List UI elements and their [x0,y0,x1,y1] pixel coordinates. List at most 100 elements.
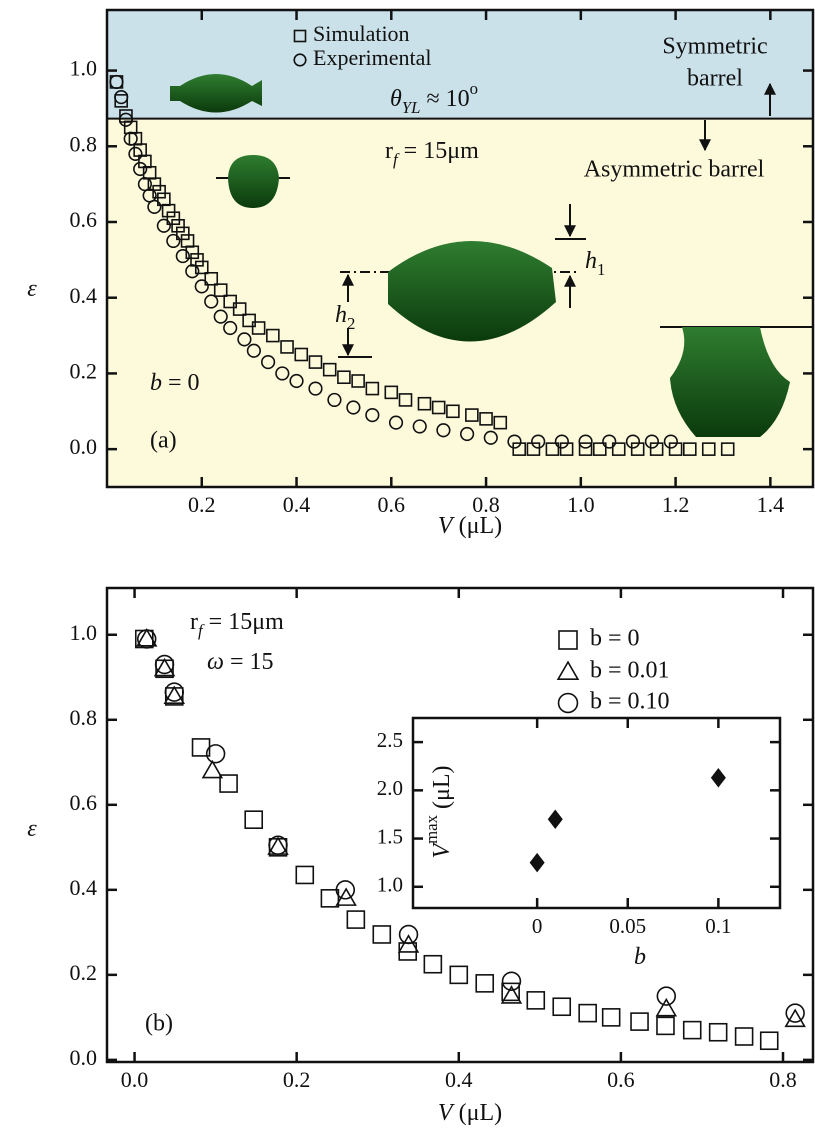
omega-label-part: = 15 [224,649,274,675]
x-axis-label-part: b [634,944,646,970]
y-tick-label: 1.0 [70,56,98,81]
h2-label-part: h [335,302,347,328]
y-tick-label: 0.2 [70,960,98,985]
marker-square [559,442,574,456]
fiber-radius-part: r [190,609,198,635]
y-axis-label-part: V [429,842,455,859]
marker-square [465,408,479,422]
marker-circle [460,426,475,442]
marker-square [190,253,204,267]
h2-label-part: 2 [347,314,355,333]
y-tick-label: 0.6 [70,790,98,815]
marker-triangle [163,685,186,705]
marker-circle [625,434,641,449]
marker-square [322,362,337,377]
annotation: Asymmetric barrel [584,157,765,183]
marker-circle [785,1003,805,1023]
legend-label: Experimental [313,45,432,70]
marker-square [592,442,607,456]
marker-square [384,385,399,400]
y-tick-label: 0.8 [70,131,98,156]
marker-square [701,442,716,456]
marker-circle [398,924,419,945]
marker-square [668,442,683,456]
marker-square [759,1031,779,1051]
marker-square [337,370,351,385]
marker-square [365,381,380,396]
marker-circle [289,373,304,389]
x-tick-label: 0.4 [445,1067,473,1092]
fiber-radius: rf = 15μm [385,138,479,170]
marker-circle [164,682,185,702]
y-axis-label-part: (μL) [429,765,455,815]
illustrations [170,74,813,437]
y-tick-label: 0.4 [70,875,98,900]
marker-square [708,1022,728,1042]
y-axis-label-part: ε [27,276,37,302]
marker-square [351,374,365,388]
marker-square [630,1012,649,1031]
y-tick-label: 0.4 [70,283,98,308]
marker-circle [602,434,617,449]
angle-label-part: o [470,79,478,98]
marker-circle [554,434,569,449]
marker-square [630,442,645,456]
marker-circle [275,366,290,381]
x-tick-label: 0.6 [378,492,406,517]
marker-square [372,925,392,944]
marker-square [449,965,469,985]
marker-square [545,442,560,456]
marker-circle [412,419,427,434]
plots: 0.2 0.4 0.6 0.8 1.0 1.2 1.4 0.0 0.2 0.4 0.6 0.8 1.0 V… [27,8,815,1126]
marker-circle [204,294,219,309]
marker-circle [436,423,451,438]
marker-circle [327,392,342,408]
omega-label: ω = 15 [207,649,274,675]
marker-triangle [201,759,224,779]
droplet [228,155,279,208]
marker-square [601,1008,621,1027]
y-tick-label: 2.5 [377,728,403,752]
legend-marker [557,692,579,714]
marker-square [223,294,237,309]
x-axis-label: V (μL) [438,1100,502,1126]
y-tick-label: 1.0 [377,873,403,897]
axes-frame [411,716,782,910]
marker-square [423,954,443,974]
marker-square [479,412,493,426]
marker-circle [118,112,134,127]
marker-circle [123,131,138,146]
marker-square [244,810,264,829]
y-tick-label: 0.8 [70,705,98,730]
marker-square [720,442,735,456]
marker-triangle [500,985,523,1004]
marker-square [552,997,572,1017]
x-tick-label: 0.05 [609,914,646,938]
marker-circle [213,309,228,324]
marker-circle [147,199,162,214]
marker-circle [531,434,546,449]
x-tick-label: 0.2 [283,1067,311,1092]
x-tick-label: 1.4 [757,492,785,517]
marker-triangle [784,1008,806,1028]
x-tick-label: 0.6 [607,1067,635,1092]
marker-square [446,404,460,419]
marker-triangle [153,657,176,677]
marker-circle [507,434,522,449]
fiber-radius-part: r [385,138,393,164]
marker-circle [128,146,143,161]
marker-circle [346,400,361,415]
marker-square [734,1027,754,1046]
marker-circle [237,332,252,347]
marker-circle [578,434,593,449]
angle-label-part: YL [402,98,421,117]
marker-square [232,302,247,316]
axes-frame [105,8,815,489]
y-axis-label: ε [27,816,37,842]
marker-circle [156,218,171,233]
marker-square [295,865,315,885]
legend-marker [558,630,578,650]
marker-circle [205,744,226,764]
legend-marker [293,53,307,67]
y-axis-label-part: ε [27,816,37,842]
